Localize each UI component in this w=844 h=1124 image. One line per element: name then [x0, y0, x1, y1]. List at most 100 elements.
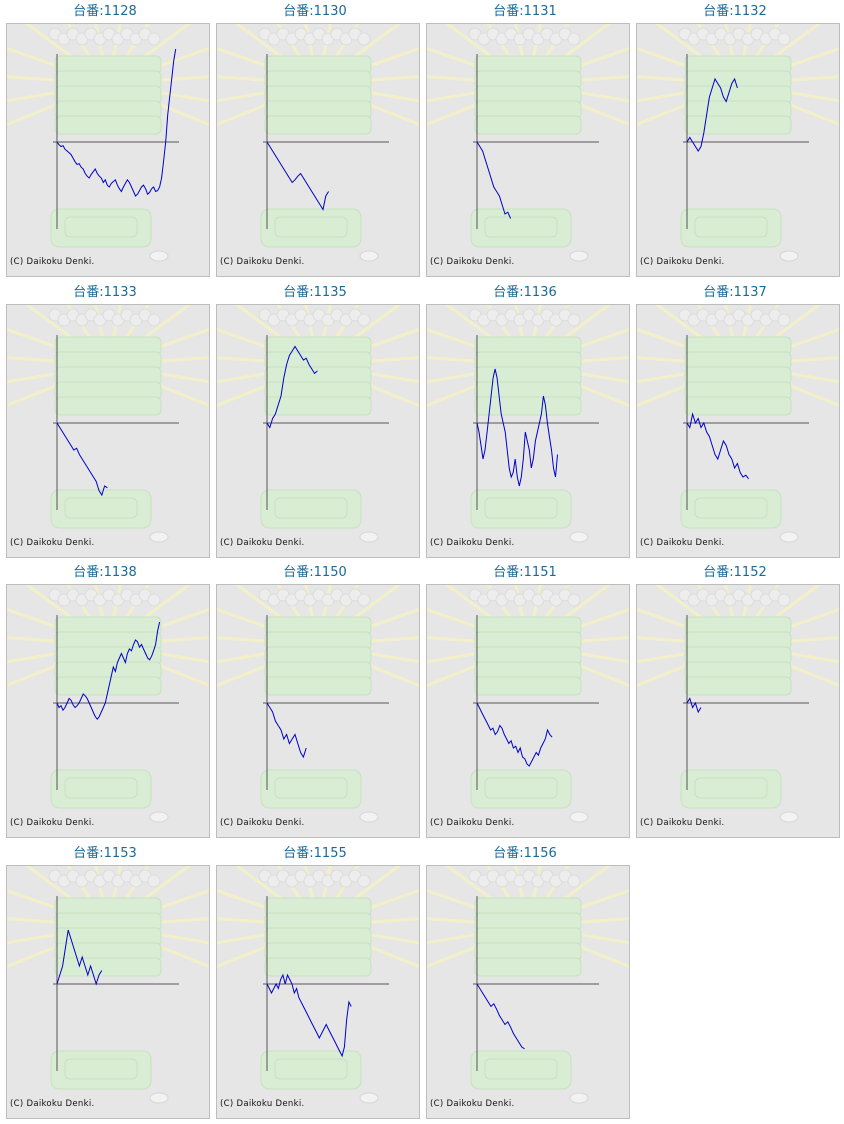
graph-svg: [427, 304, 629, 542]
series-line: [686, 411, 749, 479]
graph-title[interactable]: 台番:1132: [703, 4, 767, 19]
graph-title[interactable]: 台番:1150: [283, 565, 347, 580]
graph-svg: [217, 585, 419, 823]
series-line: [476, 983, 525, 1049]
series-line: [476, 141, 512, 219]
graph-title[interactable]: 台番:1130: [283, 4, 347, 19]
series-line: [266, 141, 330, 211]
graph-cell: 台番:1156 (C) Daikoku Denki.: [420, 842, 630, 1120]
background-balls: [48, 308, 161, 326]
background-boxes: [680, 55, 799, 262]
copyright-text: (C) Daikoku Denki.: [430, 1098, 515, 1109]
copyright-text: (C) Daikoku Denki.: [220, 257, 305, 267]
background-boxes: [50, 897, 169, 1103]
graph-panel: (C) Daikoku Denki.: [6, 584, 210, 838]
background-boxes: [260, 336, 379, 542]
graph-panel: (C) Daikoku Denki.: [216, 303, 420, 558]
graph-cell: 台番:1135 (C) Daikoku Denki.: [210, 281, 420, 559]
graph-panel: (C) Daikoku Denki.: [216, 23, 420, 277]
graph-panel: (C) Daikoku Denki.: [426, 864, 630, 1119]
graph-svg: [637, 585, 839, 823]
graph-svg: [7, 585, 209, 823]
graph-panel: (C) Daikoku Denki.: [636, 584, 840, 838]
copyright-text: (C) Daikoku Denki.: [640, 257, 725, 267]
graph-cell: 台番:1136 (C) Daikoku Denki.: [420, 281, 630, 559]
background-balls: [468, 588, 581, 607]
graph-svg: [217, 24, 419, 262]
background-boxes: [260, 897, 379, 1103]
background-balls: [48, 588, 161, 607]
graph-panel: (C) Daikoku Denki.: [636, 303, 840, 558]
background-balls: [468, 27, 581, 46]
graph-panel: (C) Daikoku Denki.: [426, 584, 630, 838]
graph-cell: 台番:1128 (C) Daikoku Denki.: [0, 0, 210, 278]
graph-cell: 台番:1130 (C) Daikoku Denki.: [210, 0, 420, 278]
background-balls: [258, 27, 371, 46]
graph-cell: 台番:1133 (C) Daikoku Denki.: [0, 281, 210, 559]
graph-svg: [427, 585, 629, 823]
graph-panel: (C) Daikoku Denki.: [426, 23, 630, 277]
background-balls: [258, 308, 371, 326]
graph-svg: [217, 304, 419, 542]
graph-svg: [7, 24, 209, 262]
series-line: [266, 973, 352, 1057]
graph-title[interactable]: 台番:1151: [493, 565, 557, 580]
graph-title[interactable]: 台番:1131: [493, 4, 557, 19]
graph-cell: 台番:1132 (C) Daikoku Denki.: [630, 0, 840, 278]
graph-panel: (C) Daikoku Denki.: [6, 23, 210, 277]
graph-title[interactable]: 台番:1153: [73, 845, 137, 861]
graph-title[interactable]: 台番:1156: [493, 845, 557, 861]
background-boxes: [260, 616, 379, 823]
graph-svg: [7, 304, 209, 542]
copyright-text: (C) Daikoku Denki.: [640, 537, 725, 548]
background-boxes: [50, 55, 169, 262]
graph-title[interactable]: 台番:1136: [493, 284, 557, 300]
series-line: [686, 77, 738, 152]
graph-title[interactable]: 台番:1137: [703, 284, 767, 300]
series-line: [56, 929, 103, 986]
background-balls: [48, 869, 161, 887]
background-boxes: [50, 336, 169, 542]
background-boxes: [470, 55, 589, 262]
copyright-text: (C) Daikoku Denki.: [10, 1098, 95, 1109]
copyright-text: (C) Daikoku Denki.: [640, 818, 725, 828]
copyright-text: (C) Daikoku Denki.: [220, 818, 305, 828]
graph-title[interactable]: 台番:1133: [73, 284, 137, 300]
copyright-text: (C) Daikoku Denki.: [10, 818, 95, 828]
graph-panel: (C) Daikoku Denki.: [426, 303, 630, 558]
background-balls: [258, 869, 371, 887]
graph-svg: [637, 24, 839, 262]
series-line: [266, 345, 318, 429]
graph-cell: 台番:1155 (C) Daikoku Denki.: [210, 842, 420, 1120]
graph-panel: (C) Daikoku Denki.: [6, 303, 210, 558]
background-boxes: [470, 336, 589, 542]
series-line: [476, 368, 558, 486]
background-balls: [678, 308, 791, 326]
background-boxes: [470, 897, 589, 1103]
graph-title[interactable]: 台番:1135: [283, 284, 347, 300]
series-line: [686, 697, 702, 714]
graph-cell: 台番:1150 (C) Daikoku Denki.: [210, 561, 420, 839]
graph-svg: [427, 24, 629, 262]
graph-title[interactable]: 台番:1128: [73, 4, 137, 19]
copyright-text: (C) Daikoku Denki.: [430, 818, 515, 828]
copyright-text: (C) Daikoku Denki.: [220, 537, 305, 548]
background-balls: [468, 869, 581, 887]
graph-cell: 台番:1152 (C) Daikoku Denki.: [630, 561, 840, 839]
copyright-text: (C) Daikoku Denki.: [10, 537, 95, 548]
background-balls: [678, 588, 791, 607]
background-balls: [678, 27, 791, 46]
graph-svg: [7, 865, 209, 1103]
graph-svg: [217, 865, 419, 1103]
copyright-text: (C) Daikoku Denki.: [430, 257, 515, 267]
graph-title[interactable]: 台番:1155: [283, 845, 347, 861]
series-line: [266, 702, 307, 759]
background-balls: [48, 27, 161, 46]
graph-cell: 台番:1153 (C) Daikoku Denki.: [0, 842, 210, 1120]
graph-title[interactable]: 台番:1138: [73, 565, 137, 580]
graph-title[interactable]: 台番:1152: [703, 565, 767, 580]
background-boxes: [680, 616, 799, 823]
graph-panel: (C) Daikoku Denki.: [636, 23, 840, 277]
graph-panel: (C) Daikoku Denki.: [216, 584, 420, 838]
background-boxes: [260, 55, 379, 262]
